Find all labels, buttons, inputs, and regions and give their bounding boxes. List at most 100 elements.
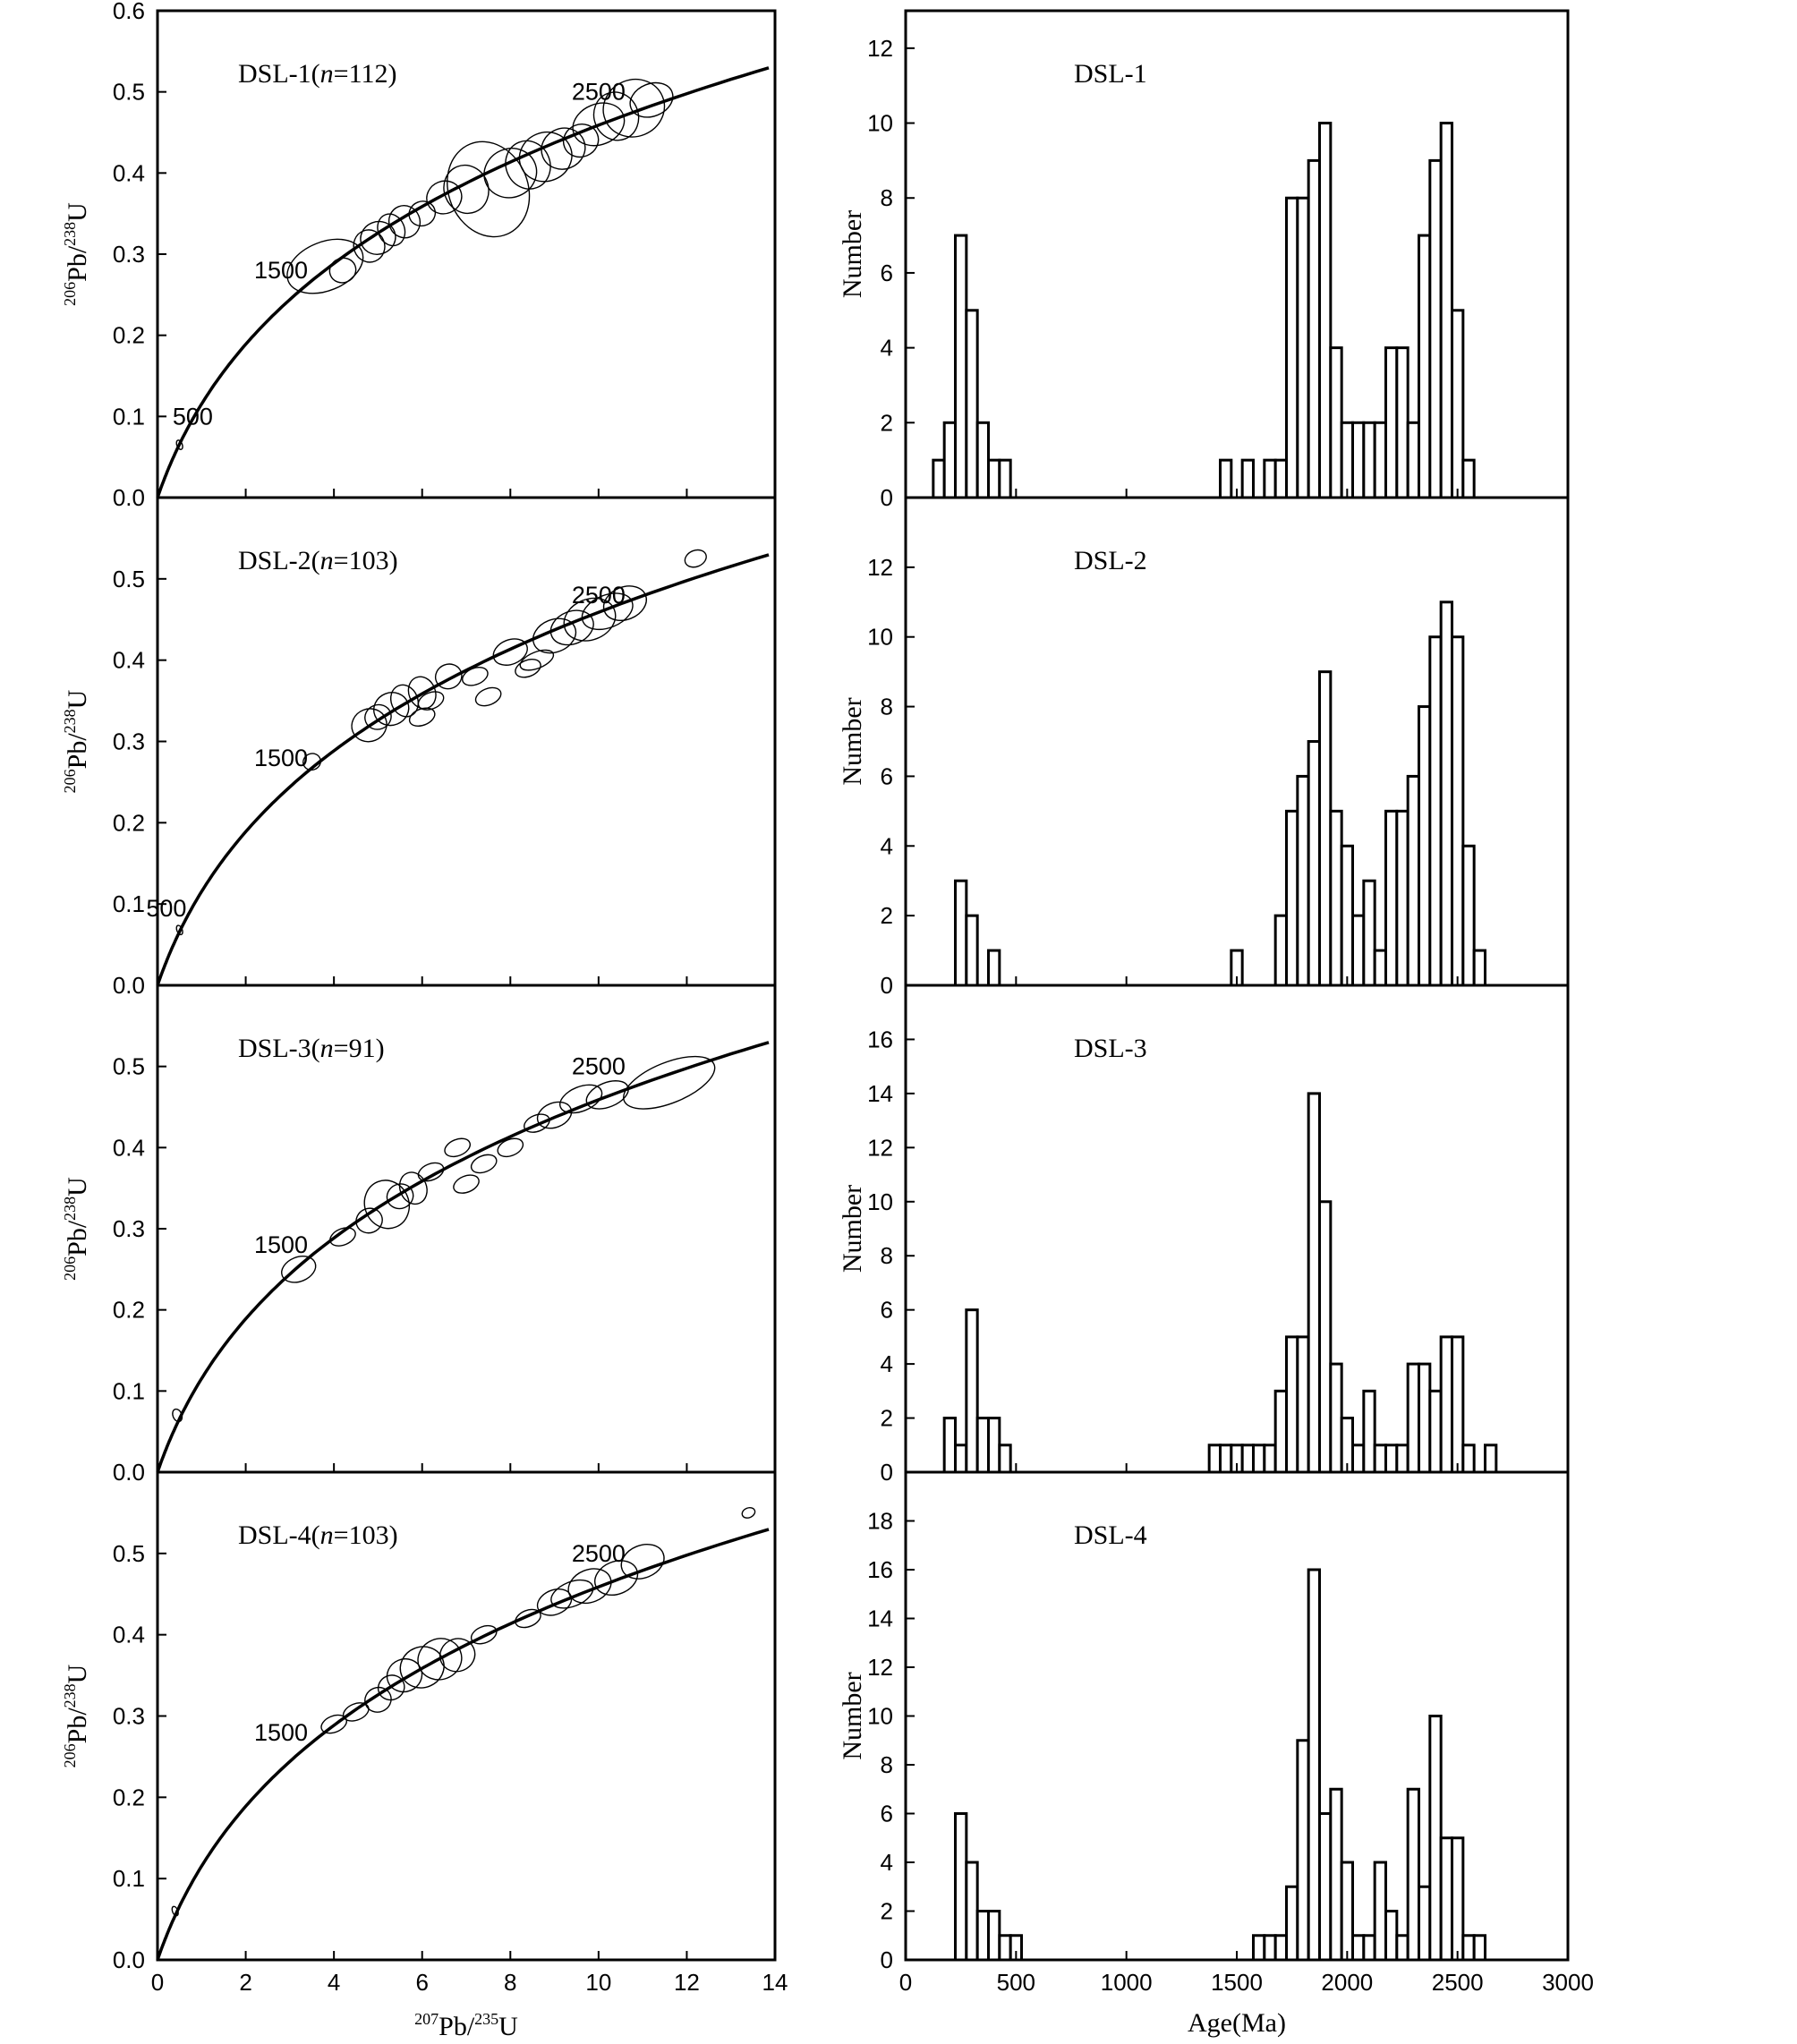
error-ellipse bbox=[470, 1624, 498, 1645]
y-tick-label: 0.4 bbox=[113, 1622, 145, 1648]
x-tick-label: 4 bbox=[328, 1969, 340, 1996]
error-ellipse bbox=[470, 1154, 498, 1174]
error-ellipse bbox=[444, 1137, 471, 1158]
error-ellipse bbox=[492, 638, 528, 666]
histogram-bar bbox=[1451, 635, 1465, 987]
x-tick-label: 500 bbox=[997, 1969, 1035, 1996]
error-ellipse bbox=[541, 127, 586, 170]
histogram-bar bbox=[1252, 1444, 1266, 1474]
y-axis-label: 206Pb/238U bbox=[61, 1177, 92, 1281]
error-ellipse bbox=[505, 140, 551, 190]
concordia-age-label: 2500 bbox=[572, 1053, 626, 1080]
error-ellipse bbox=[281, 1256, 317, 1283]
histogram-bar bbox=[1273, 458, 1288, 499]
histogram-bar bbox=[1384, 1444, 1399, 1474]
y-tick-label: 0.1 bbox=[113, 890, 145, 917]
y-axis-label: Number bbox=[838, 1672, 867, 1759]
histogram-panel-DSL-3: 0 2 4 6 8 10 12 14 16 DSL-3 Number bbox=[838, 984, 1570, 1486]
y-tick-label: 12 bbox=[867, 35, 893, 62]
y-tick-label: 10 bbox=[867, 1188, 893, 1215]
histogram-bar bbox=[1406, 421, 1420, 499]
concordia-age-label: 2500 bbox=[572, 1540, 626, 1567]
y-tick-label: 0.2 bbox=[113, 809, 145, 836]
y-tick-label: 16 bbox=[867, 1026, 893, 1052]
plot-frame bbox=[904, 1470, 1570, 1962]
histogram-bar bbox=[1439, 122, 1453, 499]
error-ellipse bbox=[417, 1638, 463, 1681]
concordia-age-label: 1500 bbox=[254, 745, 308, 771]
histogram-title: DSL-4 bbox=[1074, 1520, 1147, 1550]
error-ellipse bbox=[353, 229, 386, 263]
histogram-bar bbox=[932, 458, 946, 499]
error-ellipse bbox=[474, 686, 502, 707]
histogram-bar bbox=[1219, 458, 1233, 499]
histogram-bar bbox=[1362, 1389, 1376, 1474]
error-ellipse bbox=[434, 663, 463, 690]
concordia-panel-DSL-2: 0.0 0.1 0.2 0.3 0.4 0.5 500 1500 2500 DSL-2(n=103… bbox=[61, 496, 777, 999]
histogram-bar bbox=[1418, 1362, 1432, 1474]
histogram-bar bbox=[1307, 158, 1321, 499]
histogram-bar bbox=[1418, 1885, 1432, 1962]
histogram-bar bbox=[1461, 1444, 1476, 1474]
y-tick-label: 0.4 bbox=[113, 159, 145, 186]
histogram-bar bbox=[1406, 1362, 1420, 1474]
error-ellipse bbox=[171, 1905, 179, 1917]
histogram-bar bbox=[1373, 1861, 1387, 1962]
x-tick-label: 12 bbox=[674, 1969, 700, 1996]
y-tick-label: 6 bbox=[881, 1801, 893, 1827]
histogram-bar bbox=[1296, 774, 1310, 987]
histogram-bar bbox=[965, 914, 979, 987]
histogram-bar bbox=[1329, 809, 1343, 987]
y-tick-label: 0.0 bbox=[113, 1946, 145, 1973]
histogram-bar bbox=[1484, 1444, 1498, 1474]
error-ellipse bbox=[386, 1183, 414, 1210]
error-ellipse bbox=[623, 1055, 716, 1110]
histogram-bar bbox=[998, 458, 1012, 499]
error-ellipse bbox=[515, 1608, 541, 1629]
histogram-bar bbox=[1273, 914, 1288, 987]
histogram-bar bbox=[1439, 1836, 1453, 1962]
error-ellipse bbox=[536, 1588, 573, 1616]
histogram-bar bbox=[1240, 1444, 1255, 1474]
error-ellipse bbox=[329, 1227, 356, 1247]
error-ellipse bbox=[620, 1544, 665, 1580]
error-ellipse bbox=[562, 123, 600, 158]
error-ellipse bbox=[388, 205, 422, 239]
histogram-bar bbox=[1285, 809, 1299, 987]
y-tick-label: 8 bbox=[881, 694, 893, 720]
error-ellipse bbox=[360, 220, 396, 255]
histogram-bar bbox=[1329, 346, 1343, 499]
y-tick-label: 0 bbox=[881, 1946, 893, 1973]
histogram-bar bbox=[1461, 458, 1476, 499]
histogram-title: DSL-2 bbox=[1074, 546, 1147, 575]
y-tick-label: 0.3 bbox=[113, 728, 145, 755]
y-axis-label: Number bbox=[838, 210, 867, 298]
y-tick-label: 0.3 bbox=[113, 1703, 145, 1730]
error-ellipse bbox=[549, 609, 594, 646]
error-ellipse bbox=[447, 141, 531, 238]
histogram-bar bbox=[1285, 1335, 1299, 1474]
histogram-bar bbox=[1340, 844, 1354, 987]
error-ellipse bbox=[302, 753, 321, 771]
y-tick-label: 0 bbox=[881, 484, 893, 511]
histogram-bar bbox=[1451, 309, 1465, 499]
histogram-bar bbox=[1451, 1335, 1465, 1474]
histogram-bar bbox=[1428, 1715, 1443, 1962]
error-ellipse bbox=[373, 692, 410, 727]
histogram-bar bbox=[1263, 1934, 1277, 1962]
concordia-curve bbox=[156, 1528, 770, 1961]
histogram-bar bbox=[1406, 774, 1420, 987]
error-ellipse bbox=[426, 180, 463, 215]
y-tick-label: 8 bbox=[881, 184, 893, 211]
histogram-bar bbox=[1384, 809, 1399, 987]
y-tick-label: 0.0 bbox=[113, 972, 145, 999]
histogram-bar bbox=[1351, 421, 1366, 499]
y-tick-label: 0.1 bbox=[113, 1865, 145, 1892]
y-tick-label: 4 bbox=[881, 335, 893, 362]
y-tick-label: 0.0 bbox=[113, 484, 145, 511]
error-ellipse bbox=[175, 439, 183, 450]
y-tick-label: 10 bbox=[867, 1703, 893, 1730]
histogram-bar bbox=[987, 1910, 1001, 1962]
error-ellipse bbox=[519, 649, 555, 671]
y-tick-label: 0.4 bbox=[113, 647, 145, 674]
